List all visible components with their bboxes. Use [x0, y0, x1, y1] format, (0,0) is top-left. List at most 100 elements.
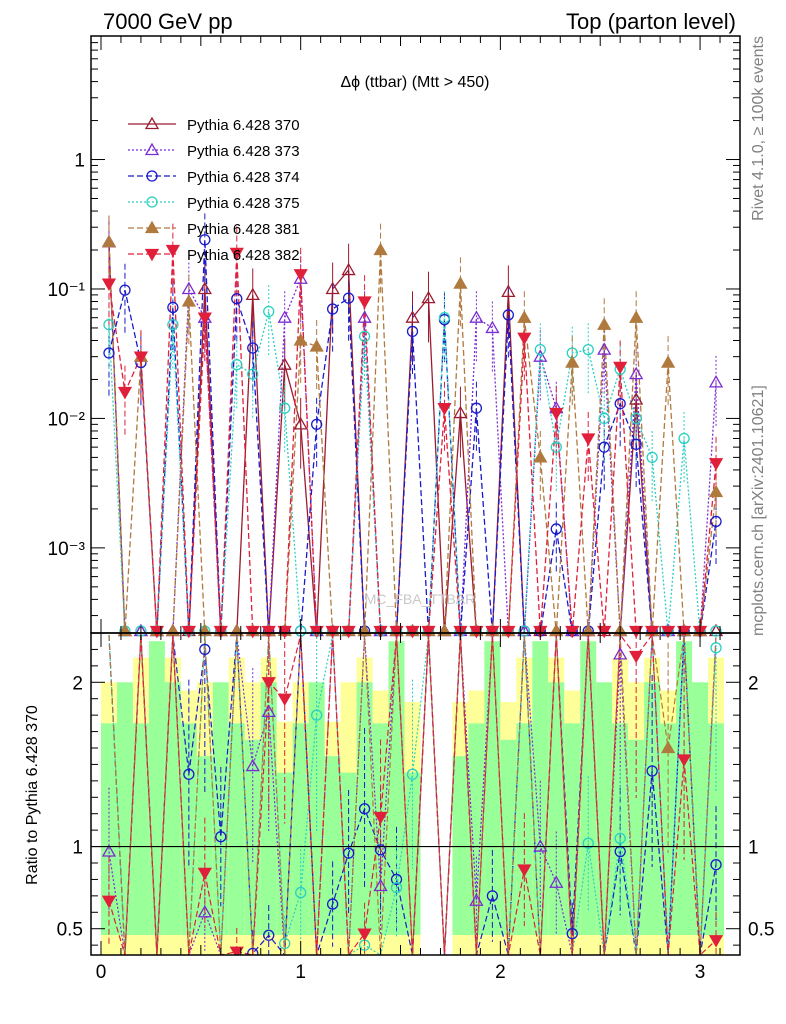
data-point	[231, 293, 243, 305]
x-tick-label: 2	[495, 962, 506, 983]
data-point	[167, 301, 179, 314]
data-point-floor	[565, 625, 580, 639]
data-point	[279, 402, 291, 414]
data-point-floor	[676, 625, 692, 639]
ratio-point	[629, 650, 644, 664]
data-point	[469, 310, 484, 323]
data-point-floor	[405, 625, 420, 639]
data-point	[231, 359, 243, 371]
data-point	[103, 347, 115, 359]
ratio-y-tick-label-left: 2	[72, 673, 83, 694]
legend-marker	[144, 142, 160, 156]
ratio-point	[197, 904, 212, 918]
data-point	[533, 349, 548, 362]
ratio-point	[0, 871, 5, 881]
data-point-floor	[660, 625, 676, 639]
data-point	[517, 332, 532, 346]
data-point	[708, 458, 724, 471]
data-point	[502, 309, 515, 321]
ratio-point	[708, 935, 724, 948]
data-point	[629, 392, 644, 405]
data-point	[550, 441, 562, 453]
data-point	[101, 278, 117, 291]
watermark: MC_FBA_TTBAR	[365, 591, 475, 607]
band-green	[692, 682, 709, 935]
legend-label: Pythia 6.428 375	[187, 195, 300, 212]
ratio-plot: 0.5 0.5 1 1 2 2 0 1 2 3 Ratio to Pythia 6.428 370	[0, 632, 774, 983]
x-tick-label: 1	[295, 962, 306, 983]
ratio-point	[676, 754, 692, 767]
ratio-series-markers	[0, 642, 724, 955]
data-point-floor	[245, 625, 260, 639]
band-green	[404, 772, 421, 935]
data-point-floor	[485, 625, 500, 639]
ratio-point	[710, 858, 722, 871]
ratio-point	[486, 890, 499, 902]
data-point	[309, 339, 324, 352]
ratio-point	[229, 946, 244, 955]
data-point	[453, 276, 468, 289]
data-point-floor	[341, 625, 356, 639]
ratio-point	[660, 740, 676, 754]
data-point-floor	[469, 625, 484, 639]
data-point	[598, 412, 610, 425]
data-point	[229, 247, 244, 261]
data-point	[646, 451, 658, 464]
ratio-point	[469, 893, 484, 906]
series-line-2	[108, 239, 717, 634]
data-point-floor	[149, 625, 165, 639]
ratio-point	[261, 704, 276, 718]
data-point	[293, 269, 308, 282]
data-point	[708, 484, 724, 498]
band-green	[644, 682, 661, 935]
data-point-floor	[501, 625, 516, 639]
data-point	[167, 319, 179, 331]
data-point-floor	[581, 623, 596, 637]
data-point	[293, 271, 308, 284]
data-point	[405, 310, 420, 323]
data-point	[342, 292, 355, 304]
legend-marker	[146, 196, 158, 208]
data-point	[263, 305, 275, 318]
data-point	[437, 403, 452, 416]
ratio-point	[374, 844, 387, 856]
ratio-point	[101, 895, 117, 909]
data-point	[550, 523, 562, 535]
data-point	[453, 405, 468, 419]
ratio-y-tick-label-left: 0.5	[57, 920, 83, 941]
legend-marker	[144, 116, 160, 130]
ratio-point	[390, 881, 403, 894]
data-point	[311, 418, 323, 430]
ratio-point	[613, 647, 628, 660]
ratio-point	[279, 937, 291, 950]
data-point-floor	[165, 623, 180, 637]
data-point	[197, 281, 212, 295]
ratio-point	[358, 803, 371, 815]
data-point	[598, 441, 610, 453]
data-point	[549, 407, 564, 421]
ratio-point	[197, 867, 212, 881]
data-point	[565, 355, 580, 368]
data-point	[485, 320, 500, 334]
ratio-point	[357, 928, 372, 941]
band-green	[292, 723, 309, 935]
ratio-series-line	[108, 634, 717, 955]
ratio-point	[263, 929, 275, 941]
data-point	[470, 402, 483, 414]
ratio-y-tick-label-right: 1	[748, 838, 759, 859]
ratio-point	[566, 927, 578, 940]
ratio-point	[517, 864, 532, 877]
data-point	[597, 317, 612, 330]
band-green	[116, 682, 133, 935]
data-point	[629, 310, 644, 323]
data-point-floor	[645, 625, 660, 639]
data-point	[357, 310, 372, 323]
data-point	[165, 244, 180, 258]
ratio-point	[373, 878, 388, 892]
header-right: Top (parton level)	[566, 9, 736, 34]
y-tick-label: 1	[74, 151, 85, 172]
legend-label: Pythia 6.428 382	[187, 247, 300, 264]
band-green	[452, 756, 469, 935]
data-point	[133, 351, 149, 364]
